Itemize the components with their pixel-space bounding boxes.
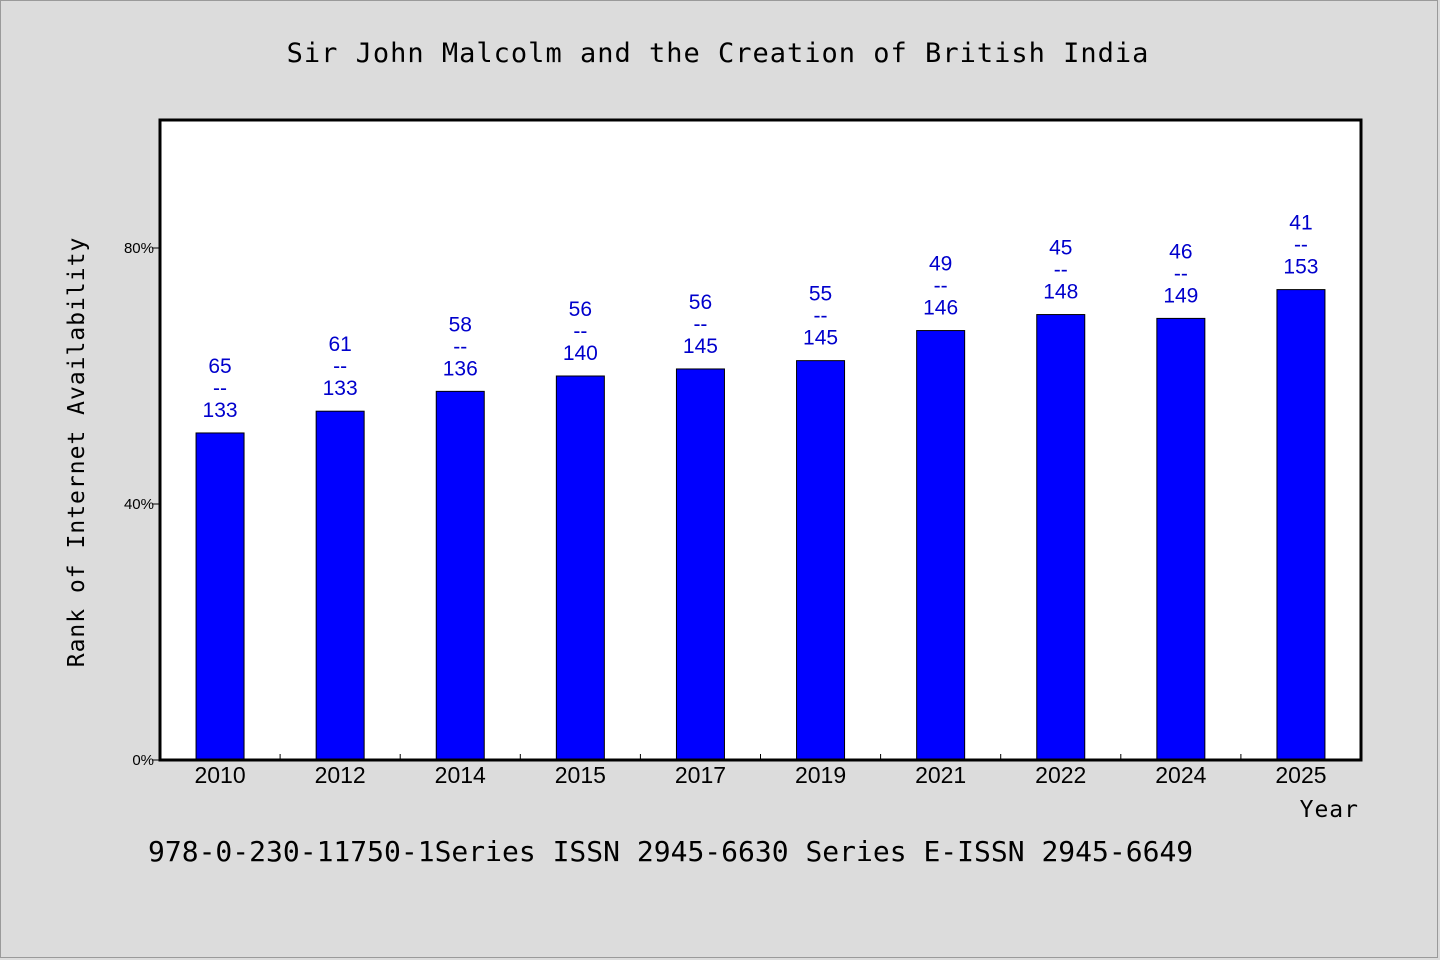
footer-isbn-text: 978-0-230-11750-1Series ISSN 2945-6630 S… (148, 835, 1193, 868)
data-label-top-2021: 49 (929, 253, 952, 276)
data-label-bottom-2014: 136 (443, 357, 478, 380)
data-label-sep-2022: -- (1054, 259, 1068, 282)
data-label-top-2017: 56 (689, 291, 712, 314)
data-label-top-2015: 56 (569, 298, 592, 321)
data-label-bottom-2025: 153 (1283, 256, 1318, 279)
data-label-sep-2021: -- (934, 275, 948, 298)
data-label-sep-2024: -- (1174, 262, 1188, 285)
x-tick-label-2019: 2019 (795, 762, 846, 788)
data-label-top-2024: 46 (1169, 240, 1192, 263)
bar-2014 (435, 390, 485, 761)
data-label-top-2019: 55 (809, 283, 832, 306)
data-label-bottom-2024: 149 (1163, 284, 1198, 307)
y-tick-label: 40% (124, 496, 154, 513)
bar-2025 (1276, 289, 1326, 761)
data-label-sep-2017: -- (693, 313, 707, 336)
x-tick-label-2012: 2012 (315, 762, 366, 788)
data-label-bottom-2012: 133 (323, 377, 358, 400)
x-tick-label-2024: 2024 (1155, 762, 1206, 788)
bar-2017 (675, 368, 725, 761)
data-label-sep-2010: -- (213, 377, 227, 400)
data-label-bottom-2022: 148 (1043, 281, 1078, 304)
x-tick-label-2014: 2014 (435, 762, 486, 788)
x-tick-label-2010: 2010 (194, 762, 245, 788)
data-label-top-2012: 61 (328, 333, 351, 356)
data-label-bottom-2017: 145 (683, 335, 718, 358)
x-ticks-group: 2010 2012 2014 2015 2017 2019 2021 2022 2024 2025 (194, 754, 1327, 788)
chart-title: Sir John Malcolm and the Creation of Bri… (287, 38, 1150, 69)
bar-2010 (195, 432, 245, 761)
y-axis-label: Rank of Internet Availability (64, 237, 90, 668)
data-label-top-2010: 65 (208, 355, 231, 378)
data-label-bottom-2021: 146 (923, 297, 958, 320)
data-label-sep-2014: -- (453, 335, 467, 358)
bar-2012 (315, 410, 365, 761)
x-tick-label-2025: 2025 (1275, 762, 1326, 788)
data-label-sep-2015: -- (573, 320, 587, 343)
bar-2015 (555, 375, 605, 761)
data-label-bottom-2010: 133 (203, 399, 238, 422)
y-tick-label: 80% (124, 240, 154, 257)
y-tick-label: 0% (132, 752, 154, 769)
x-tick-label-2017: 2017 (675, 762, 726, 788)
data-label-top-2014: 58 (449, 313, 472, 336)
data-label-top-2022: 45 (1049, 237, 1072, 260)
data-label-sep-2012: -- (333, 355, 347, 378)
y-ticks-group: 0% 40% 80% (124, 240, 160, 769)
bar-2022 (1036, 314, 1086, 761)
data-label-bottom-2019: 145 (803, 327, 838, 350)
data-label-sep-2019: -- (814, 305, 828, 328)
bar-2024 (1156, 317, 1206, 761)
data-labels-group: 133--65133--61136--58140--56145--56145--… (203, 212, 1319, 422)
x-tick-label-2022: 2022 (1035, 762, 1086, 788)
plot-border (158, 118, 1363, 762)
bar-2021 (916, 330, 966, 761)
x-tick-label-2021: 2021 (915, 762, 966, 788)
x-tick-label-2015: 2015 (555, 762, 606, 788)
data-label-bottom-2015: 140 (563, 342, 598, 365)
data-label-top-2025: 41 (1289, 212, 1312, 235)
data-label-sep-2025: -- (1294, 234, 1308, 257)
bar-2019 (796, 360, 846, 761)
bars-group (195, 289, 1326, 761)
x-axis-label: Year (1300, 797, 1359, 823)
